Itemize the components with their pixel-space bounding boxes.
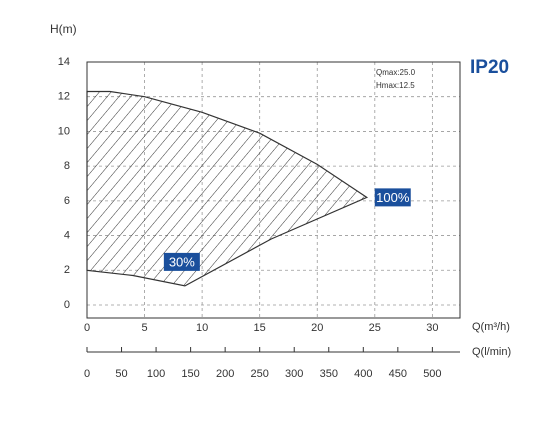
x2-tick-label: 250: [251, 368, 269, 380]
y-tick-label: 4: [64, 229, 70, 241]
y-tick-label: 10: [58, 125, 70, 137]
y-tick-label: 0: [64, 299, 70, 311]
x-tick-label: 30: [426, 322, 438, 334]
x2-tick-label: 100: [147, 368, 165, 380]
operating-region: [86, 90, 369, 287]
x2-tick-label: 0: [84, 368, 90, 380]
label-box: [163, 252, 200, 271]
x2-tick-label: 50: [115, 368, 127, 380]
x-tick-label: 10: [196, 322, 208, 334]
label-box: [374, 188, 411, 207]
region-label: 30%: [163, 252, 200, 271]
x2-tick-label: 150: [181, 368, 199, 380]
x-tick-label: 5: [141, 322, 147, 334]
y-tick-label: 2: [64, 264, 70, 276]
x2-tick-label: 200: [216, 368, 234, 380]
x2-axis-label: Q(l/min): [472, 346, 511, 358]
x2-tick-label: 450: [389, 368, 407, 380]
x2-tick-label: 400: [354, 368, 372, 380]
y-tick-label: 14: [58, 56, 70, 68]
x-axis-label: Q(m³/h): [472, 321, 510, 333]
y-tick-label: 8: [64, 160, 70, 172]
region-label: 100%: [374, 188, 411, 207]
note: Qmax:25.0: [376, 68, 416, 77]
label-text: 100%: [376, 190, 410, 205]
x-tick-label: 25: [369, 322, 381, 334]
note: Hmax:12.5: [376, 81, 415, 90]
badge: IP20: [470, 57, 509, 78]
y-tick-label: 12: [58, 91, 70, 103]
x-tick-label: 0: [84, 322, 90, 334]
x2-tick-label: 500: [423, 368, 441, 380]
x2-tick-label: 300: [285, 368, 303, 380]
y-axis-label: H(m): [50, 22, 77, 36]
label-text: 30%: [169, 254, 195, 269]
x2-tick-label: 350: [320, 368, 338, 380]
x-tick-label: 20: [311, 322, 323, 334]
x-tick-label: 15: [254, 322, 266, 334]
y-tick-label: 6: [64, 195, 70, 207]
